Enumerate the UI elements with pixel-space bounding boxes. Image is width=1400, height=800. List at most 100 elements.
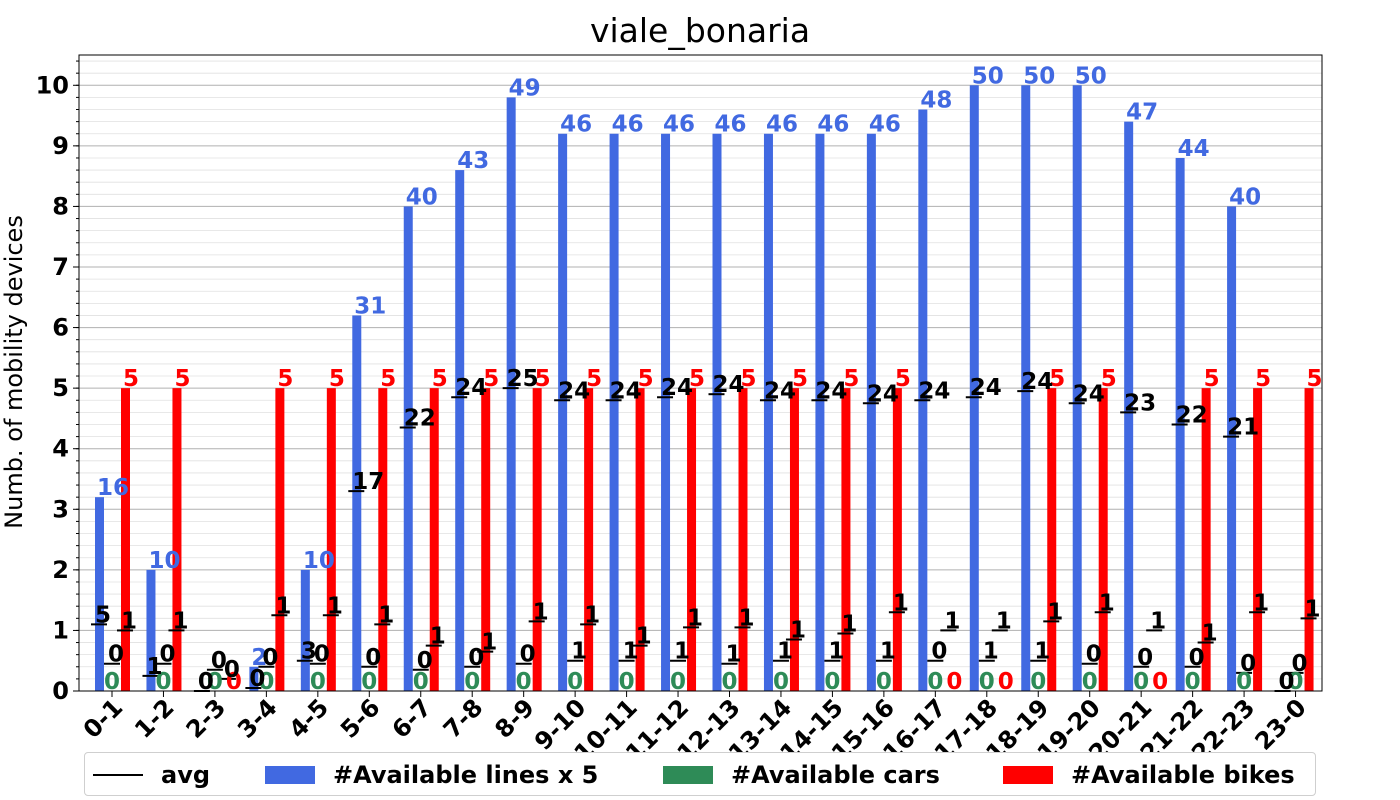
avg-label: 1: [777, 639, 793, 665]
legend-lines-swatch: [265, 766, 315, 784]
bar-bikes: [1098, 388, 1108, 691]
data-label-cars: 0: [979, 669, 995, 695]
bar-lines: [352, 315, 362, 691]
x-tick-label: 2-3: [181, 693, 231, 743]
avg-label: 24: [815, 378, 847, 404]
data-label-bikes: 5: [741, 366, 757, 392]
y-axis-ticks: 0 1 2 3 4 5 6 7 8 9 10: [36, 60, 79, 705]
bar-bikes: [687, 388, 697, 691]
avg-label: 1: [636, 624, 652, 650]
avg-label: 0: [314, 642, 330, 668]
data-label-cars: 0: [567, 669, 583, 695]
data-label-cars: 0: [207, 669, 223, 695]
avg-label: 1: [481, 630, 497, 656]
bar-bikes: [275, 388, 285, 691]
legend-item-bikes: #Available bikes: [1003, 753, 1295, 797]
data-label-lines: 46: [560, 112, 592, 138]
data-label-cars: 0: [1236, 669, 1252, 695]
bar-bikes: [1304, 388, 1314, 691]
bar-lines: [712, 133, 722, 691]
legend-bikes-swatch: [1003, 766, 1053, 784]
x-tick-label: 23-0: [1250, 693, 1312, 755]
avg-label: 1: [944, 608, 960, 634]
data-label-bikes: 5: [1255, 366, 1271, 392]
x-tick-label: 3-4: [232, 693, 282, 743]
data-label-cars: 0: [310, 669, 326, 695]
avg-label: 1: [1253, 590, 1269, 616]
data-label-bikes: 5: [483, 366, 499, 392]
bar-bikes: [841, 388, 851, 691]
bar-bikes: [1201, 388, 1211, 691]
avg-label: 1: [327, 593, 343, 619]
avg-label: 0: [520, 642, 536, 668]
gridlines: [79, 60, 1322, 680]
avg-label: 1: [790, 618, 806, 644]
data-label-lines: 31: [354, 293, 386, 319]
data-label-cars: 0: [516, 669, 532, 695]
avg-label: 1: [841, 611, 857, 637]
data-label-cars: 0: [1030, 669, 1046, 695]
avg-label: 1: [1150, 608, 1166, 634]
data-label-bikes: 5: [689, 366, 705, 392]
data-label-bikes: 5: [843, 366, 859, 392]
data-label-bikes: 5: [638, 366, 654, 392]
data-label-cars: 0: [361, 669, 377, 695]
data-label-lines: 46: [663, 112, 695, 138]
avg-label: 24: [661, 375, 693, 401]
data-label-cars: 0: [155, 669, 171, 695]
data-label-cars: 0: [927, 669, 943, 695]
avg-label: 22: [404, 406, 436, 432]
avg-label: 1: [983, 639, 999, 665]
avg-label: 0: [1189, 645, 1205, 671]
avg-label: 1: [1099, 590, 1115, 616]
avg-label: 1: [893, 590, 909, 616]
avg-label: 0: [1086, 642, 1102, 668]
avg-label: 1: [533, 599, 549, 625]
avg-label: 0: [417, 648, 433, 674]
bars-group: [95, 85, 1314, 692]
bar-bikes: [584, 388, 594, 691]
data-label-cars: 0: [876, 669, 892, 695]
avg-label: 1: [1034, 639, 1050, 665]
avg-label: 24: [764, 378, 796, 404]
avg-label: 0: [1137, 645, 1153, 671]
y-tick-label: 7: [52, 253, 69, 281]
y-tick-label: 10: [36, 71, 69, 99]
avg-label: 0: [1240, 651, 1256, 677]
data-label-bikes: 5: [432, 366, 448, 392]
data-label-bikes: 5: [277, 366, 293, 392]
data-label-bikes: 5: [380, 366, 396, 392]
avg-label: 1: [172, 608, 188, 634]
bar-lines: [95, 497, 104, 691]
data-label-lines: 10: [303, 548, 335, 574]
data-label-cars: 0: [824, 669, 840, 695]
bar-lines: [558, 133, 568, 691]
legend-lines-label: #Available lines x 5: [333, 761, 599, 789]
data-label-cars: 0: [1288, 669, 1304, 695]
data-label-bikes: 5: [174, 366, 190, 392]
data-label-bikes: 0: [946, 669, 962, 695]
x-tick-label: 7-8: [438, 693, 488, 743]
avg-label: 24: [1073, 381, 1105, 407]
avg-label: 24: [970, 375, 1002, 401]
bar-lines: [661, 133, 671, 691]
avg-label: 24: [558, 378, 590, 404]
data-label-lines: 44: [1178, 136, 1210, 162]
data-label-lines: 16: [97, 475, 129, 501]
bar-bikes: [635, 388, 645, 691]
bar-lines: [969, 85, 979, 692]
y-tick-label: 4: [52, 435, 69, 463]
data-label-bikes: 0: [1152, 669, 1168, 695]
data-label-lines: 50: [1075, 63, 1107, 89]
data-label-bikes: 5: [1049, 366, 1065, 392]
avg-label: 1: [1305, 596, 1321, 622]
avg-label: 23: [1124, 390, 1156, 416]
data-label-bikes: 5: [1204, 366, 1220, 392]
avg-label: 0: [468, 645, 484, 671]
avg-label: 0: [159, 642, 175, 668]
x-tick-label: 6-7: [387, 693, 437, 743]
chart-title: viale_bonaria: [590, 11, 810, 50]
avg-label: 3: [301, 639, 317, 665]
bar-lines: [403, 206, 413, 691]
